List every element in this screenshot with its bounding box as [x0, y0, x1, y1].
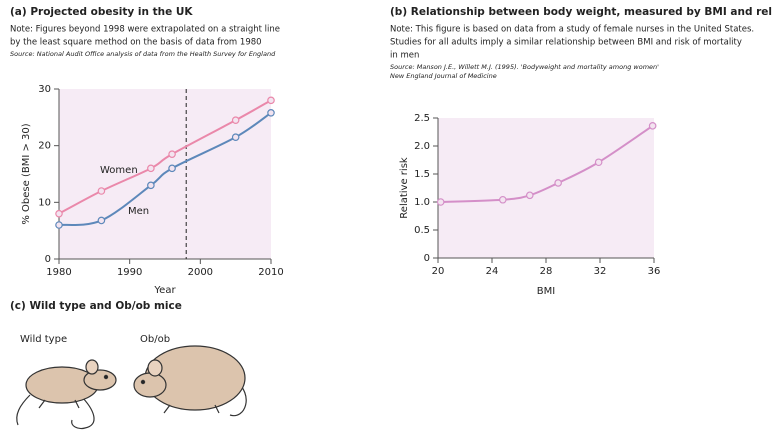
note: by the least square method on the basis …: [10, 38, 262, 48]
data-point: [267, 96, 275, 105]
y-tick-label: 10: [38, 197, 51, 208]
chart-title: (b) Relationship between body weight, me…: [390, 6, 772, 18]
note: Studies for all adults imply a similar r…: [390, 38, 742, 48]
y-tick-label: 0.5: [414, 225, 430, 236]
y-tick-label: 2.5: [414, 113, 430, 124]
data-point: [554, 179, 562, 187]
data-point: [231, 116, 240, 124]
x-tick-label: 1980: [46, 267, 71, 278]
x-tick-label: 28: [540, 266, 553, 277]
data-point: [436, 198, 445, 206]
data-point: [594, 158, 603, 167]
data-point: [147, 164, 155, 173]
x-tick-label: 32: [594, 266, 607, 277]
data-point: [267, 109, 275, 117]
mouse-label: Ob/ob: [140, 334, 170, 345]
data-point: [97, 187, 106, 195]
source: Source: Manson J.E., Willett M.J. (1995)…: [390, 63, 659, 71]
data-point: [525, 191, 534, 200]
data-point: [147, 181, 155, 190]
x-tick-label: 1990: [117, 267, 142, 278]
data-point: [168, 150, 176, 158]
y-tick-label: 2.0: [414, 141, 430, 152]
x-axis-label: BMI: [537, 286, 555, 297]
source: Source: National Audit Office analysis o…: [10, 50, 276, 58]
y-tick-label: 30: [38, 84, 51, 95]
data-point: [97, 216, 106, 225]
y-axis-label: % Obese (BMI > 30): [21, 123, 32, 224]
x-tick-label: 20: [432, 266, 445, 277]
x-tick-label: 2000: [188, 267, 213, 278]
data-point: [648, 122, 657, 130]
data-point: [231, 133, 240, 141]
wild-type-mouse: [16, 359, 117, 430]
note: Note: Figures beyond 1998 were extrapola…: [10, 25, 280, 35]
series-label: Women: [100, 165, 138, 176]
obob-mouse: [133, 345, 247, 417]
chart-title: (a) Projected obesity in the UK: [10, 6, 193, 18]
y-tick-label: 20: [38, 141, 51, 152]
y-tick-label: 0: [424, 253, 430, 264]
series-label: Men: [128, 206, 149, 217]
y-axis-label: Relative risk: [399, 157, 410, 219]
x-tick-label: 36: [648, 266, 661, 277]
panel-c-title: (c) Wild type and Ob/ob mice: [10, 300, 182, 312]
data-point: [168, 164, 176, 173]
source: New England Journal of Medicine: [390, 72, 497, 80]
data-point: [55, 221, 63, 229]
y-tick-label: 1.5: [414, 169, 430, 180]
x-tick-label: 24: [486, 266, 499, 277]
data-point: [55, 209, 63, 218]
mouse-label: Wild type: [20, 334, 67, 345]
x-axis-label: Year: [153, 285, 176, 296]
note: in men: [390, 51, 419, 61]
y-tick-label: 0: [45, 254, 51, 265]
y-tick-label: 1.0: [414, 197, 430, 208]
x-tick-label: 2010: [258, 267, 283, 278]
data-point: [498, 195, 507, 204]
note: Note: This figure is based on data from …: [390, 25, 754, 35]
